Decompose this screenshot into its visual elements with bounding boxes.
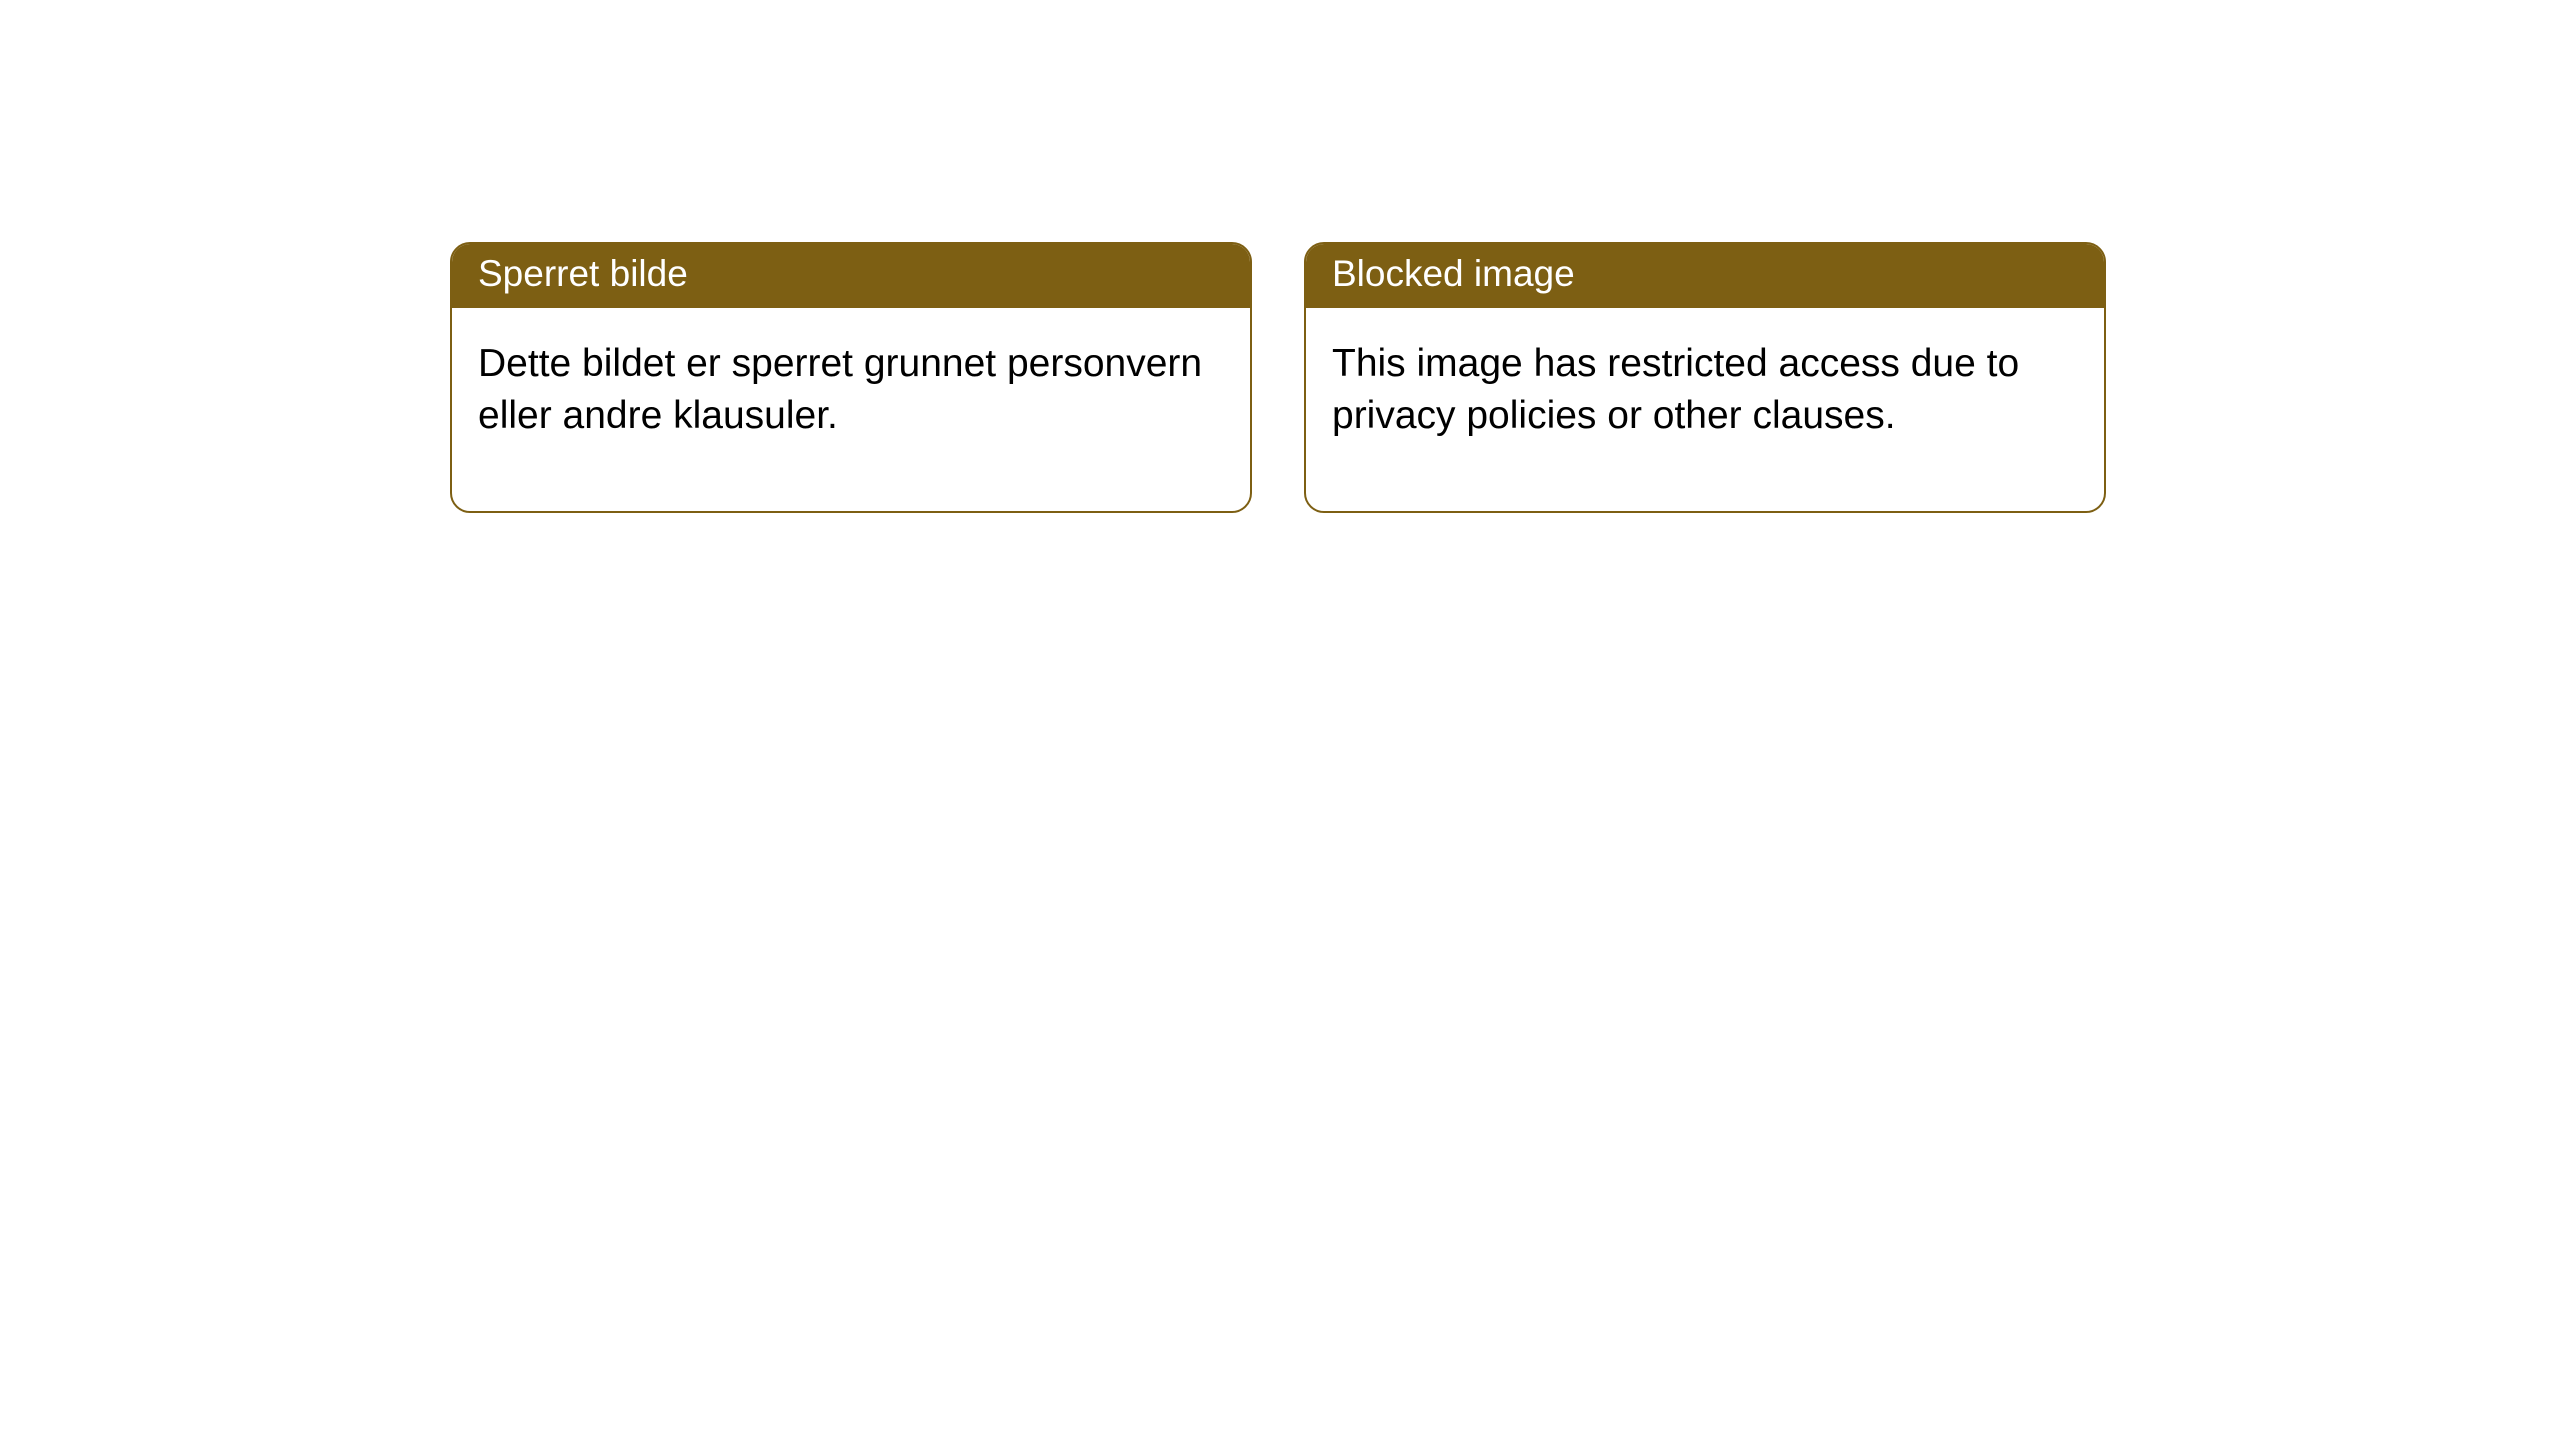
notice-container: Sperret bilde Dette bildet er sperret gr… xyxy=(450,242,2106,513)
notice-header: Sperret bilde xyxy=(452,244,1250,308)
notice-body: This image has restricted access due to … xyxy=(1306,308,2104,511)
notice-card-norwegian: Sperret bilde Dette bildet er sperret gr… xyxy=(450,242,1252,513)
notice-card-english: Blocked image This image has restricted … xyxy=(1304,242,2106,513)
notice-header: Blocked image xyxy=(1306,244,2104,308)
notice-body: Dette bildet er sperret grunnet personve… xyxy=(452,308,1250,511)
